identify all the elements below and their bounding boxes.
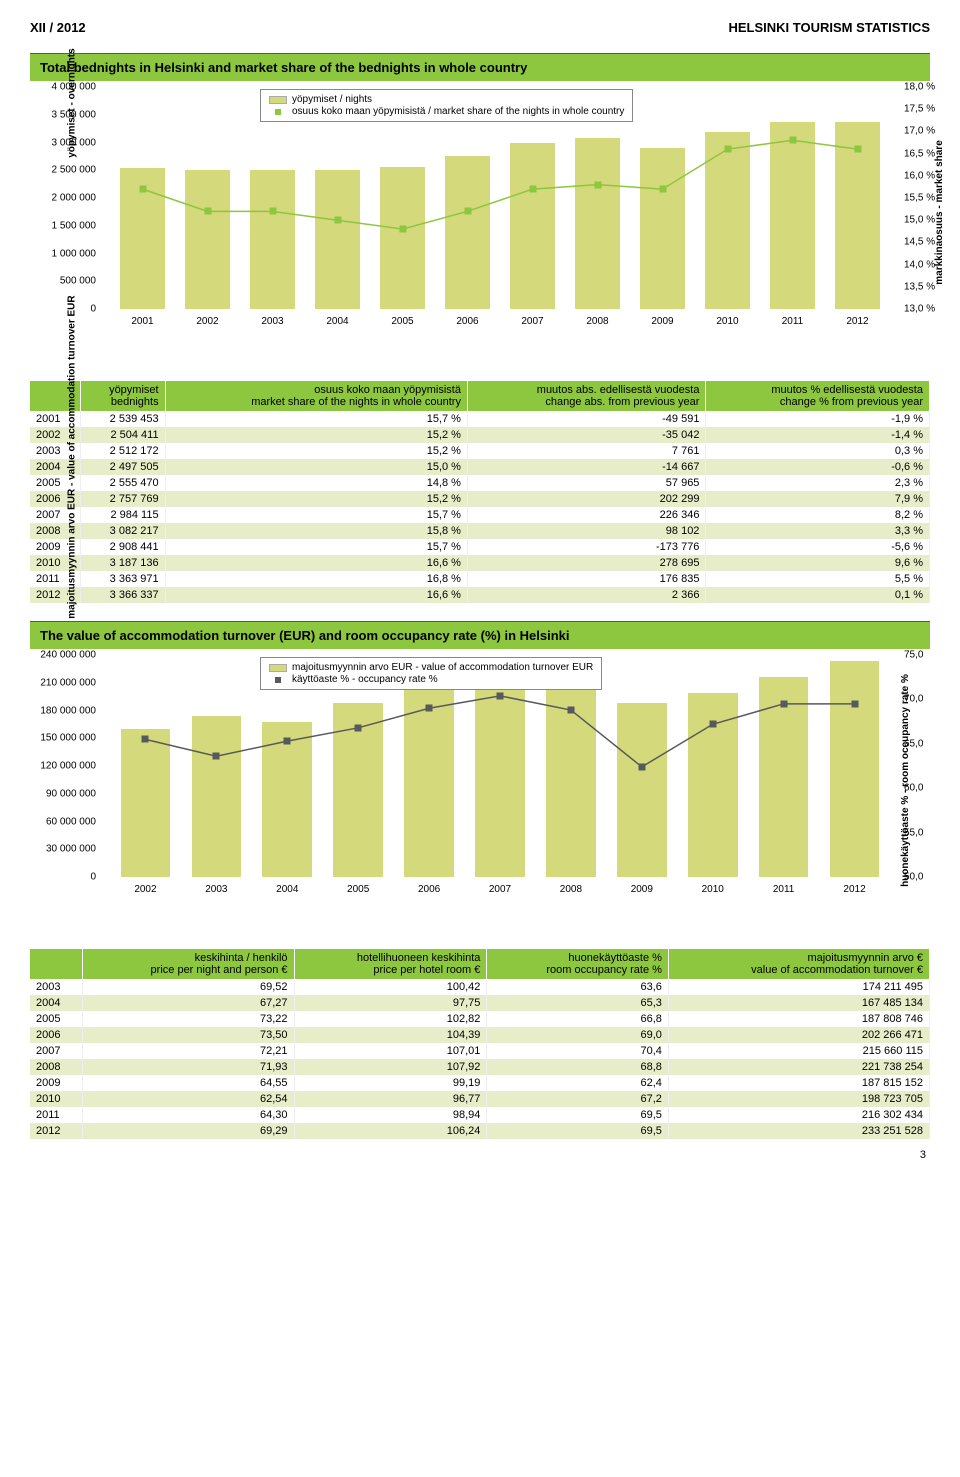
marker-2005 xyxy=(355,724,362,731)
marker-2002 xyxy=(142,736,149,743)
marker-2002 xyxy=(204,208,211,215)
bar-2009 xyxy=(640,148,686,309)
bar-2002 xyxy=(121,729,171,877)
bar-2007 xyxy=(510,143,556,309)
table1: yöpymisetbednightsosuus koko maan yöpymi… xyxy=(30,381,930,603)
marker-2008 xyxy=(594,181,601,188)
marker-2008 xyxy=(567,707,574,714)
bar-2008 xyxy=(575,138,621,309)
marker-2011 xyxy=(780,700,787,707)
chart1: 0500 0001 000 0001 500 0002 000 0002 500… xyxy=(60,87,930,377)
bar-2007 xyxy=(475,678,525,877)
table2: keskihinta / henkilöprice per night and … xyxy=(30,949,930,1139)
marker-2004 xyxy=(284,738,291,745)
page-number: 3 xyxy=(30,1149,930,1161)
bar-2004 xyxy=(262,722,312,877)
bar-2003 xyxy=(250,170,296,309)
bar-2003 xyxy=(192,716,242,877)
marker-2005 xyxy=(399,226,406,233)
marker-2012 xyxy=(851,700,858,707)
bar-2002 xyxy=(185,170,231,309)
marker-2007 xyxy=(529,186,536,193)
marker-2003 xyxy=(269,208,276,215)
marker-2010 xyxy=(709,721,716,728)
bar-2011 xyxy=(770,122,816,309)
marker-2006 xyxy=(426,705,433,712)
marker-2001 xyxy=(139,186,146,193)
marker-2011 xyxy=(789,137,796,144)
marker-2004 xyxy=(334,217,341,224)
bar-2005 xyxy=(380,167,426,309)
marker-2003 xyxy=(213,753,220,760)
marker-2010 xyxy=(724,146,731,153)
header-left: XII / 2012 xyxy=(30,20,86,35)
bar-2010 xyxy=(705,132,751,309)
bar-2004 xyxy=(315,170,361,309)
marker-2009 xyxy=(659,186,666,193)
bar-2008 xyxy=(546,672,596,877)
bar-2006 xyxy=(445,156,491,309)
marker-2006 xyxy=(464,208,471,215)
bar-2012 xyxy=(830,661,880,877)
marker-2012 xyxy=(854,146,861,153)
bar-2009 xyxy=(617,703,667,877)
header-right: HELSINKI TOURISM STATISTICS xyxy=(728,20,930,35)
marker-2007 xyxy=(497,692,504,699)
section2-title: The value of accommodation turnover (EUR… xyxy=(30,621,930,649)
bar-2006 xyxy=(404,690,454,877)
chart2: 030 000 00060 000 00090 000 000120 000 0… xyxy=(60,655,930,945)
marker-2009 xyxy=(638,763,645,770)
section1-title: Total bednights in Helsinki and market s… xyxy=(30,53,930,81)
